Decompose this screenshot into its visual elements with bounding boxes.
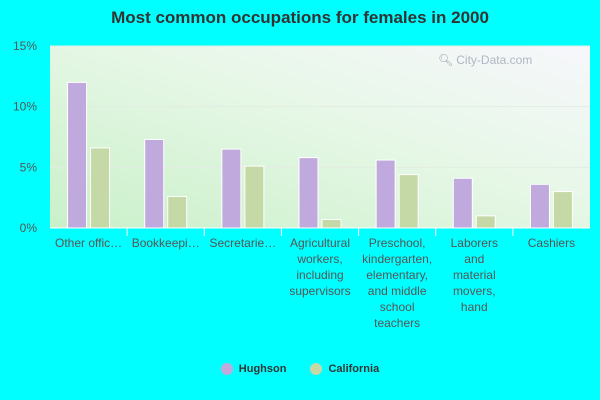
x-tick-label: Secretarie… bbox=[210, 236, 277, 250]
legend-item-hughson: Hughson bbox=[220, 363, 287, 375]
chart-title: Most common occupations for females in 2… bbox=[111, 8, 489, 27]
bar-california[interactable] bbox=[398, 174, 419, 229]
bar-hughson[interactable] bbox=[144, 138, 165, 229]
x-tick-label: Bookkeepi… bbox=[132, 236, 200, 250]
bar-california[interactable] bbox=[321, 219, 342, 229]
y-tick-label: 10% bbox=[13, 100, 37, 114]
legend-swatch-hughson bbox=[220, 363, 233, 375]
legend-label-california: California bbox=[328, 363, 380, 375]
legend-label-hughson: Hughson bbox=[238, 363, 287, 375]
watermark-text: City-Data.com bbox=[456, 53, 533, 67]
x-tick-label: and bbox=[464, 252, 484, 266]
bar-california[interactable] bbox=[90, 147, 111, 229]
bar-california[interactable] bbox=[552, 191, 573, 229]
x-tick-label: Other offic… bbox=[55, 236, 122, 250]
bar-california[interactable] bbox=[475, 215, 496, 229]
y-tick-label: 5% bbox=[20, 160, 38, 174]
bar-california[interactable] bbox=[244, 165, 265, 229]
x-tick-label: movers, bbox=[453, 284, 496, 298]
bar-california[interactable] bbox=[167, 195, 188, 229]
x-tick-label: school bbox=[380, 300, 415, 314]
bar-hughson[interactable] bbox=[67, 81, 88, 229]
magnifier-icon: 🔍︎ bbox=[438, 53, 454, 67]
x-tick-label: kindergarten, bbox=[362, 252, 432, 266]
bar-hughson[interactable] bbox=[375, 159, 396, 229]
x-tick-label: Agricultural bbox=[290, 236, 350, 250]
x-tick-label: and middle bbox=[368, 284, 427, 298]
plot-area bbox=[50, 46, 590, 228]
legend-swatch-california bbox=[310, 363, 323, 375]
bar-hughson[interactable] bbox=[298, 157, 319, 229]
x-tick-label: supervisors bbox=[289, 284, 350, 298]
x-tick-label: Laborers bbox=[451, 236, 498, 250]
watermark: 🔍︎ City-Data.com bbox=[438, 53, 532, 67]
bar-hughson[interactable] bbox=[529, 183, 550, 229]
chart-legend: Hughson California bbox=[0, 363, 600, 375]
legend-item-california: California bbox=[310, 363, 379, 375]
x-tick-label: Preschool, bbox=[369, 236, 426, 250]
x-tick-label: Cashiers bbox=[528, 236, 575, 250]
x-tick-label: elementary, bbox=[366, 268, 428, 282]
x-tick-label: material bbox=[453, 268, 496, 282]
x-tick-label: including bbox=[296, 268, 343, 282]
bar-hughson[interactable] bbox=[452, 177, 473, 229]
y-tick-label: 0% bbox=[20, 221, 38, 235]
y-tick-label: 15% bbox=[13, 39, 37, 53]
x-tick-label: workers, bbox=[296, 252, 342, 266]
x-tick-label: teachers bbox=[374, 316, 420, 330]
x-tick-label: hand bbox=[461, 300, 488, 314]
bar-hughson[interactable] bbox=[221, 148, 242, 229]
